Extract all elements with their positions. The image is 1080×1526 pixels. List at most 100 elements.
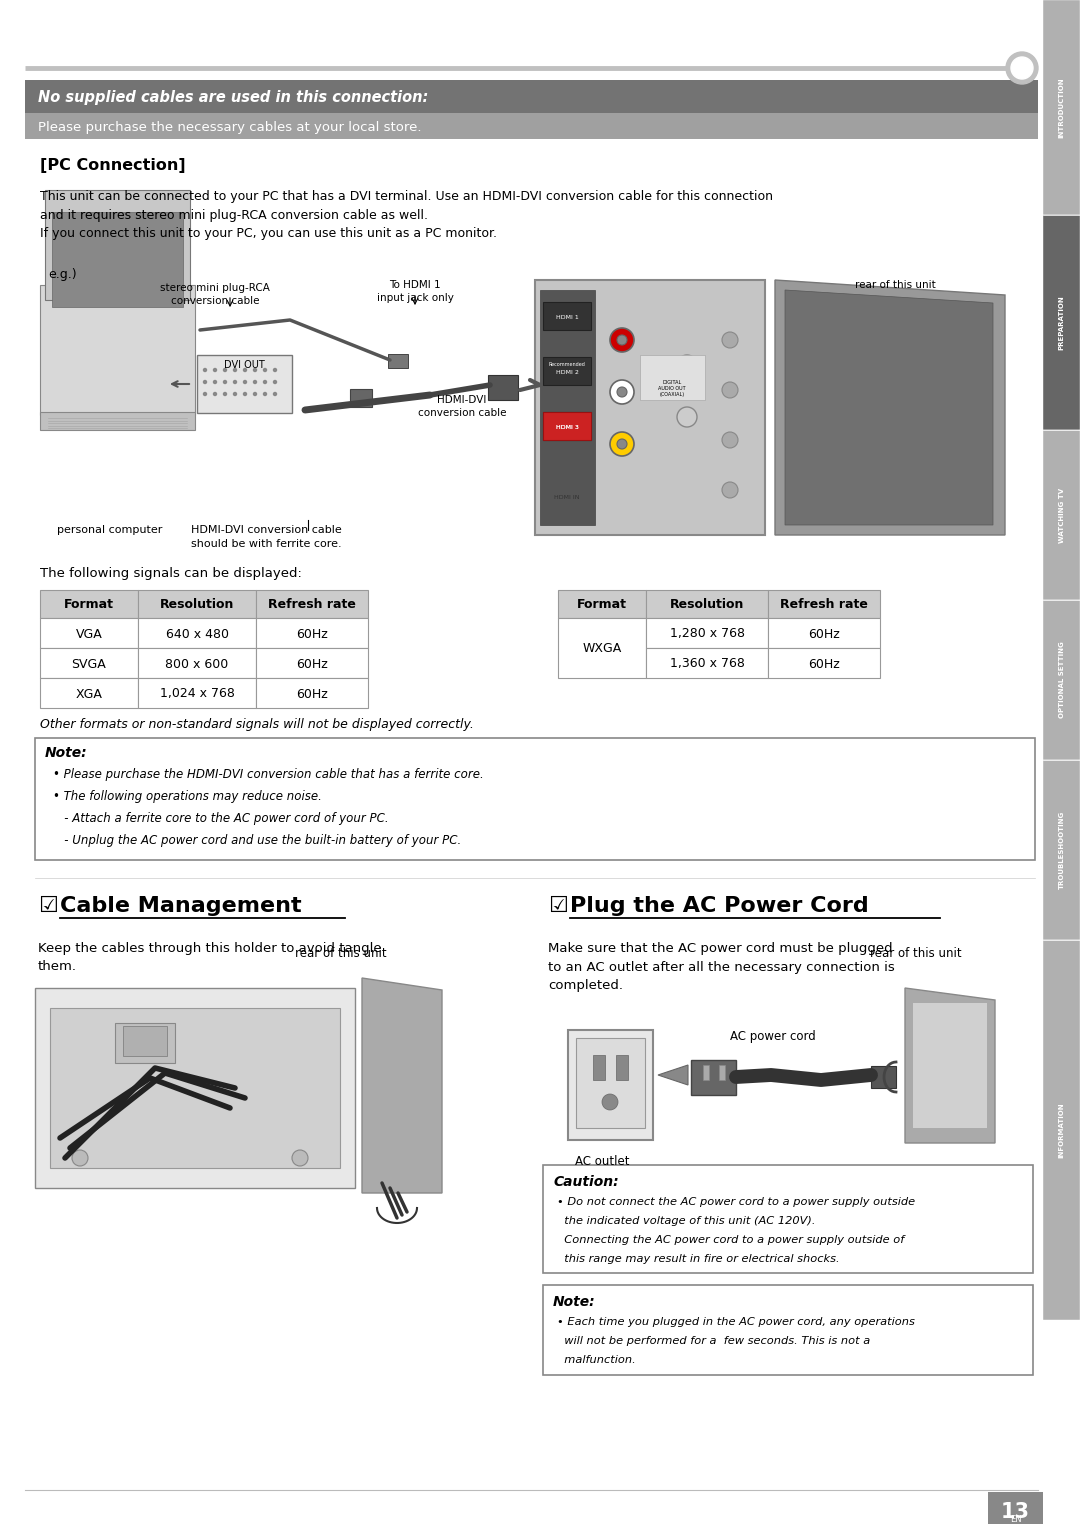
Text: the indicated voltage of this unit (AC 120V).: the indicated voltage of this unit (AC 1… — [557, 1216, 815, 1225]
Bar — [1043, 430, 1080, 600]
Text: Note:: Note: — [45, 746, 87, 760]
Bar — [558, 618, 646, 678]
Text: Format: Format — [64, 598, 114, 612]
Text: Resolution: Resolution — [670, 598, 744, 612]
Bar — [646, 649, 768, 678]
Circle shape — [233, 380, 237, 383]
Text: PREPARATION: PREPARATION — [1058, 295, 1065, 349]
Bar — [52, 212, 183, 307]
Text: [PC Connection]: [PC Connection] — [40, 159, 186, 172]
Text: 60Hz: 60Hz — [296, 688, 328, 700]
Bar — [40, 678, 138, 708]
Bar — [576, 1038, 645, 1128]
Bar — [1043, 760, 1080, 940]
Circle shape — [602, 1094, 618, 1109]
Text: Note:: Note: — [553, 1296, 596, 1309]
Circle shape — [203, 392, 206, 395]
Bar — [138, 649, 256, 678]
Text: Caution:: Caution: — [553, 1175, 619, 1189]
Circle shape — [610, 380, 634, 404]
Circle shape — [273, 380, 276, 383]
Polygon shape — [362, 978, 442, 1193]
Bar — [488, 375, 518, 400]
Text: Make sure that the AC power cord must be plugged
to an AC outlet after all the n: Make sure that the AC power cord must be… — [548, 942, 894, 992]
Bar — [988, 1492, 1043, 1524]
Bar — [543, 357, 591, 385]
Bar — [640, 356, 705, 400]
Circle shape — [254, 380, 257, 383]
Text: HDMI 3: HDMI 3 — [555, 426, 579, 430]
Text: Plug the AC Power Cord: Plug the AC Power Cord — [570, 896, 868, 916]
Bar — [1043, 600, 1080, 760]
Text: AC power cord: AC power cord — [730, 1030, 815, 1042]
Bar — [1043, 940, 1080, 1320]
Bar — [40, 285, 195, 415]
Text: Cable Management: Cable Management — [60, 896, 301, 916]
Bar — [256, 591, 368, 618]
Bar — [45, 191, 190, 301]
Bar — [1043, 215, 1080, 430]
Text: OPTIONAL SETTING: OPTIONAL SETTING — [1058, 641, 1065, 719]
Bar — [256, 618, 368, 649]
Circle shape — [273, 392, 276, 395]
Bar — [350, 389, 372, 407]
Circle shape — [273, 368, 276, 371]
Bar — [40, 412, 195, 430]
Text: • Each time you plugged in the AC power cord, any operations: • Each time you plugged in the AC power … — [557, 1317, 915, 1328]
Text: 13: 13 — [1001, 1502, 1030, 1521]
Bar — [768, 618, 880, 649]
Text: 60Hz: 60Hz — [296, 627, 328, 641]
Text: INTRODUCTION: INTRODUCTION — [1058, 78, 1065, 137]
Text: WATCHING TV: WATCHING TV — [1058, 487, 1065, 543]
Bar — [719, 1065, 725, 1080]
Text: INFORMATION: INFORMATION — [1058, 1102, 1065, 1158]
Bar — [870, 1067, 896, 1088]
Circle shape — [723, 482, 738, 497]
Circle shape — [203, 368, 206, 371]
Text: Please purchase the necessary cables at your local store.: Please purchase the necessary cables at … — [38, 121, 421, 133]
Bar — [768, 649, 880, 678]
Circle shape — [243, 368, 246, 371]
Bar — [25, 79, 1038, 113]
Polygon shape — [775, 279, 1005, 536]
Bar — [535, 279, 765, 536]
Text: TROUBLESHOOTING: TROUBLESHOOTING — [1058, 810, 1065, 890]
Bar — [256, 678, 368, 708]
Bar — [114, 1022, 175, 1064]
Bar — [646, 591, 768, 618]
Bar — [540, 290, 595, 525]
Bar — [558, 591, 646, 618]
Text: SVGA: SVGA — [71, 658, 106, 670]
Circle shape — [617, 388, 627, 397]
Circle shape — [233, 368, 237, 371]
Polygon shape — [785, 290, 993, 525]
Bar — [543, 412, 591, 439]
Text: malfunction.: malfunction. — [557, 1355, 636, 1364]
Bar — [543, 302, 591, 330]
Circle shape — [617, 439, 627, 449]
Text: Keep the cables through this holder to avoid tangle
them.: Keep the cables through this holder to a… — [38, 942, 381, 974]
Bar — [40, 649, 138, 678]
Text: - Attach a ferrite core to the AC power cord of your PC.: - Attach a ferrite core to the AC power … — [53, 812, 389, 826]
Text: 60Hz: 60Hz — [808, 658, 840, 670]
Text: WXGA: WXGA — [582, 642, 622, 656]
Bar — [703, 1065, 708, 1080]
Bar — [256, 649, 368, 678]
Bar — [568, 1030, 653, 1140]
Text: rear of this unit: rear of this unit — [870, 948, 961, 960]
Circle shape — [72, 1151, 87, 1166]
Bar — [35, 987, 355, 1189]
Bar — [25, 113, 1038, 139]
Circle shape — [254, 368, 257, 371]
Circle shape — [214, 392, 216, 395]
Text: Refresh rate: Refresh rate — [268, 598, 356, 612]
Text: will not be performed for a  few seconds. This is not a: will not be performed for a few seconds.… — [557, 1335, 870, 1346]
Polygon shape — [658, 1065, 688, 1085]
Text: ☑: ☑ — [38, 896, 58, 916]
Circle shape — [723, 333, 738, 348]
Text: HDMI-DVI
conversion cable: HDMI-DVI conversion cable — [418, 395, 507, 418]
Bar — [543, 412, 591, 439]
Circle shape — [723, 432, 738, 449]
Circle shape — [610, 328, 634, 353]
Text: 1,024 x 768: 1,024 x 768 — [160, 688, 234, 700]
